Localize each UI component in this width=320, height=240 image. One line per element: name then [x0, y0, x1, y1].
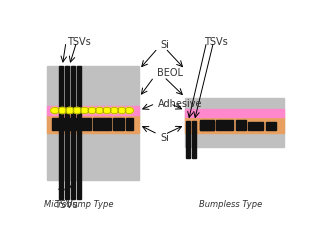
- Text: Adhesive: Adhesive: [158, 99, 202, 109]
- Bar: [77, 66, 81, 199]
- Bar: [47, 66, 139, 180]
- Circle shape: [95, 107, 104, 114]
- Circle shape: [110, 107, 119, 114]
- Circle shape: [66, 107, 74, 114]
- Bar: [65, 66, 69, 199]
- Bar: [80, 118, 91, 130]
- Circle shape: [125, 107, 133, 114]
- Text: TSVs: TSVs: [54, 200, 78, 210]
- Circle shape: [58, 107, 67, 114]
- Bar: [266, 122, 276, 130]
- Bar: [186, 121, 190, 158]
- Circle shape: [80, 107, 89, 114]
- Bar: [125, 118, 133, 130]
- Text: TSVs: TSVs: [204, 37, 228, 47]
- Bar: [200, 121, 214, 130]
- Circle shape: [103, 107, 111, 114]
- Bar: [47, 106, 139, 115]
- Text: TSVs: TSVs: [67, 37, 90, 47]
- Text: BEOL: BEOL: [156, 68, 182, 78]
- Bar: [216, 120, 234, 131]
- Text: Microbump Type: Microbump Type: [44, 200, 113, 209]
- Bar: [236, 120, 246, 131]
- Bar: [200, 120, 214, 131]
- Circle shape: [73, 107, 81, 114]
- Bar: [47, 115, 139, 133]
- Bar: [93, 118, 111, 130]
- Bar: [185, 117, 284, 133]
- Text: Bumpless Type: Bumpless Type: [199, 200, 263, 209]
- Bar: [192, 121, 196, 158]
- Bar: [71, 66, 76, 199]
- Bar: [62, 118, 76, 130]
- Bar: [248, 122, 263, 130]
- Bar: [185, 109, 284, 117]
- Text: Si: Si: [160, 40, 169, 49]
- Bar: [52, 118, 61, 130]
- Bar: [59, 66, 63, 199]
- Text: Si: Si: [160, 133, 169, 143]
- Bar: [113, 118, 124, 130]
- Circle shape: [88, 107, 96, 114]
- Circle shape: [51, 107, 59, 114]
- Bar: [185, 98, 284, 147]
- Circle shape: [118, 107, 126, 114]
